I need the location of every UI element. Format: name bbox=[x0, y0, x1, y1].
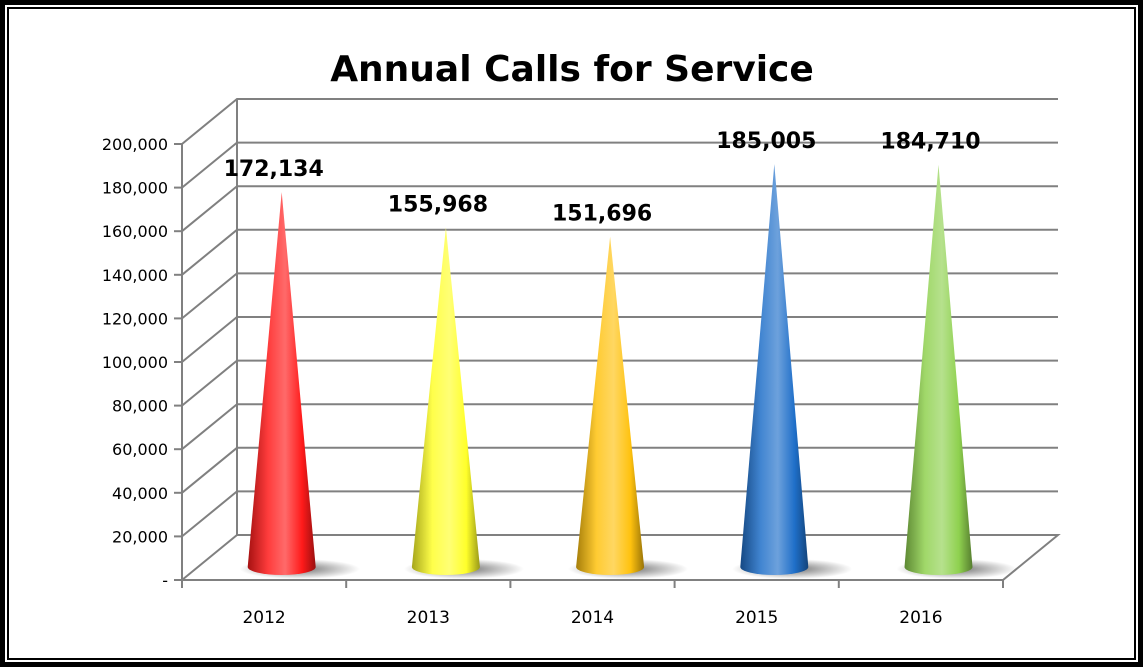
chart-title: Annual Calls for Service bbox=[330, 49, 814, 90]
cone-2014 bbox=[576, 236, 645, 576]
y-tick-label: 80,000 bbox=[112, 397, 168, 416]
chart-canvas: Annual Calls for Service - 20,000 40,000 60… bbox=[102, 49, 1061, 628]
data-labels: 172,134 155,968 151,696 185,005 184,710 bbox=[224, 129, 981, 227]
gridline bbox=[181, 185, 1058, 232]
cone-2012 bbox=[247, 192, 316, 575]
y-tick-label: 60,000 bbox=[112, 440, 168, 459]
y-tick-label: 200,000 bbox=[102, 135, 168, 154]
data-label: 185,005 bbox=[716, 129, 816, 154]
x-tick-label: 2013 bbox=[407, 608, 450, 628]
cones bbox=[239, 164, 1017, 579]
cone-2015 bbox=[740, 164, 809, 575]
data-label: 184,710 bbox=[880, 130, 980, 155]
y-axis: - 20,000 40,000 60,000 80,000 100,000 120,000 1… bbox=[102, 135, 182, 590]
gridline bbox=[181, 228, 1058, 276]
y-tick-label: 100,000 bbox=[102, 353, 168, 372]
y-tick-label: 120,000 bbox=[102, 309, 168, 328]
y-tick-label: 180,000 bbox=[102, 179, 168, 198]
gridline bbox=[181, 141, 1058, 189]
y-tick-label: 140,000 bbox=[102, 266, 168, 285]
data-label: 172,134 bbox=[224, 157, 324, 182]
data-label: 155,968 bbox=[388, 192, 488, 217]
x-axis: 2012 2013 2014 2015 2016 bbox=[181, 579, 1004, 628]
y-tick-label: 40,000 bbox=[112, 484, 168, 503]
gridline bbox=[181, 98, 1058, 145]
x-tick-label: 2016 bbox=[899, 608, 942, 628]
cone-2016 bbox=[904, 164, 973, 576]
x-tick-label: 2012 bbox=[242, 608, 285, 628]
y-tick-label: 160,000 bbox=[102, 222, 168, 241]
gridline bbox=[181, 272, 1058, 320]
cone-2013 bbox=[411, 227, 480, 575]
data-label: 151,696 bbox=[552, 202, 652, 227]
x-tick-label: 2014 bbox=[571, 608, 614, 628]
y-tick-label: - bbox=[162, 571, 168, 590]
x-tick-label: 2015 bbox=[735, 608, 778, 628]
y-tick-label: 20,000 bbox=[112, 527, 168, 546]
